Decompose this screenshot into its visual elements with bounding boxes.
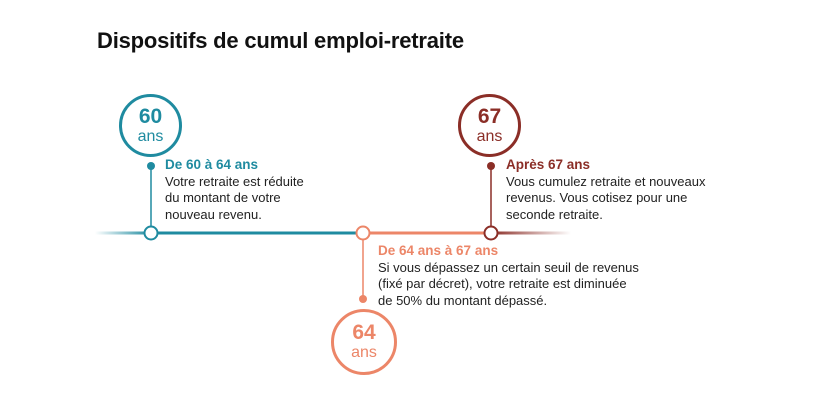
marker-67	[483, 225, 499, 241]
dot-64	[359, 295, 367, 303]
marker-60	[143, 225, 159, 241]
milestone-description-line: revenus. Vous cotisez pour une	[506, 190, 688, 205]
age-unit: ans	[476, 127, 503, 145]
age-unit: ans	[351, 344, 377, 361]
dot-60	[147, 162, 155, 170]
milestone-text-67: Après 67 ans Vous cumulez retraite et no…	[506, 157, 746, 223]
milestone-text-60: De 60 à 64 ans Votre retraite est réduit…	[165, 157, 365, 223]
axis-segment-teal	[151, 231, 363, 235]
milestone-heading: Après 67 ans	[506, 157, 591, 172]
age-badge-67: 67 ans	[458, 94, 521, 157]
milestone-heading: De 60 à 64 ans	[165, 157, 259, 172]
milestone-description-line: seconde retraite.	[506, 206, 603, 222]
axis-fade-left	[95, 231, 151, 235]
milestone-heading: De 64 ans à 67 ans	[378, 243, 499, 258]
age-number: 64	[352, 321, 376, 344]
age-badge-64: 64 ans	[331, 309, 397, 375]
milestone-description-line: (fixé par décret), votre retraite est di…	[378, 276, 627, 291]
marker-64	[355, 225, 371, 241]
milestone-description-line: du montant de votre	[165, 190, 281, 205]
age-number: 67	[477, 104, 502, 128]
milestone-description-line: Votre retraite est réduite	[165, 173, 304, 189]
milestone-description-line: Vous cumulez retraite et nouveaux	[506, 173, 706, 189]
milestone-text-64: De 64 ans à 67 ans Si vous dépassez un c…	[378, 243, 678, 309]
dot-67	[487, 162, 495, 170]
milestone-description-line: Si vous dépassez un certain seuil de rev…	[378, 259, 639, 275]
milestone-description-line: nouveau revenu.	[165, 206, 262, 222]
page-title: Dispositifs de cumul emploi-retraite	[97, 28, 464, 53]
age-unit: ans	[137, 127, 164, 145]
axis-fade-right	[491, 231, 571, 235]
axis-segment-salmon	[363, 231, 491, 235]
age-number: 60	[138, 104, 163, 128]
age-badge-60: 60 ans	[119, 94, 182, 157]
milestone-description-line: de 50% du montant dépassé.	[378, 292, 548, 308]
